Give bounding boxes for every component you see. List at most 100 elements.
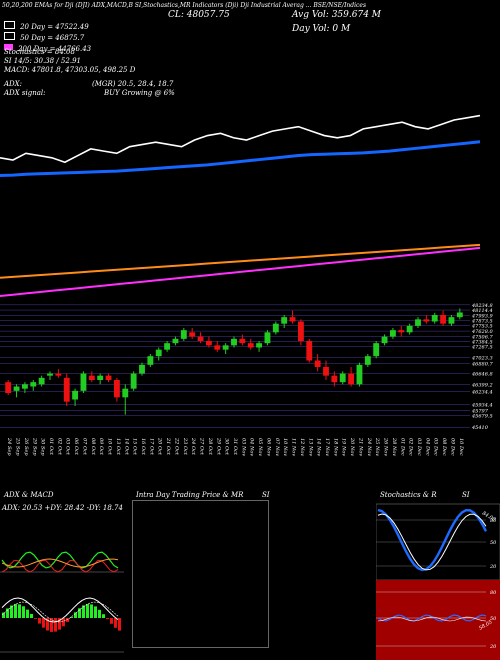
date-axis-label: 05 Nov: [257, 438, 263, 456]
candle-body: [30, 382, 37, 387]
date-axis-label: 10 Dec: [458, 438, 464, 456]
macd-hist-bar: [42, 618, 45, 628]
date-axis-label: 26 Nov: [383, 437, 389, 456]
candle-body: [97, 375, 104, 380]
macd-hist-bar: [2, 612, 5, 618]
date-axis-label: 21 Nov: [357, 437, 363, 456]
ema-line-long: [0, 246, 481, 297]
macd-hist-bar: [18, 604, 21, 618]
macd-hist-bar: [118, 618, 121, 631]
date-axis-label: 17 Oct: [148, 438, 154, 456]
date-axis-label: 24 Sep: [6, 437, 12, 456]
candle-body: [314, 360, 321, 367]
adx-label: ADX:: [4, 80, 23, 88]
avg-vol-label: Avg Vol: 359.674 M: [292, 10, 381, 20]
date-axis-label: 08 Dec: [441, 438, 447, 456]
macd-label: MACD: 47801.8, 47303.05, 498.25 D: [4, 66, 136, 74]
candle-chart: 48234.848114.447993.947873.547753.547628…: [0, 303, 493, 456]
price-axis-label: 45679.5: [471, 414, 493, 420]
si-label: SI 14/5: 30.38 / 52.91: [4, 57, 81, 65]
date-axis-label: 20 Oct: [157, 437, 163, 456]
macd-hist-bar: [102, 614, 105, 618]
date-axis-label: 05 Dec: [433, 438, 439, 456]
candle-body: [406, 325, 413, 333]
macd-hist-bar: [30, 613, 33, 618]
macd-hist-bar: [46, 618, 49, 631]
macd-hist-bar: [66, 618, 69, 622]
candle-body: [205, 341, 212, 346]
candle-body: [130, 373, 137, 389]
macd-hist-bar: [106, 618, 109, 620]
ema-chart: [0, 114, 481, 297]
date-axis-label: 15 Oct: [132, 438, 138, 456]
candle-body: [297, 321, 304, 341]
date-axis-label: 02 Oct: [56, 438, 62, 456]
intraday-mr-panel: [132, 500, 269, 648]
candle-body: [440, 315, 447, 324]
candle-body: [63, 377, 70, 402]
legend-ema50: 50 Day = 46875.7: [4, 25, 84, 44]
macd-hist-bar: [78, 608, 81, 618]
macd-hist-bar: [58, 618, 61, 630]
date-axis-label: 28 Oct: [207, 437, 213, 456]
candle-body: [348, 373, 355, 385]
legend-ema200: 200 Day = 44766.43: [4, 36, 91, 55]
price-axis-label: 45410: [471, 425, 489, 431]
candle-body: [80, 373, 87, 391]
date-axis-label: 03 Nov: [240, 438, 246, 456]
price-axis-label: 47873.5: [471, 318, 493, 324]
date-axis-label: 22 Oct: [173, 437, 179, 456]
candle-body: [139, 364, 145, 374]
candle-body: [415, 319, 421, 326]
buy-signal-label: BUY Growing @ 6%: [104, 89, 175, 97]
date-axis-label: 06 Nov: [265, 438, 271, 456]
candle-body: [214, 345, 221, 350]
date-axis-label: 23 Oct: [182, 437, 188, 456]
date-axis-label: 11 Nov: [291, 438, 297, 456]
candle-body: [373, 343, 380, 357]
stoch-title: Stochastics & R: [380, 491, 437, 499]
candle-body: [281, 317, 288, 324]
mr-title: Intra Day Trading Price & MR: [136, 491, 244, 499]
macd-hist-bar: [6, 608, 9, 618]
candle-body: [364, 356, 371, 365]
macd-hist-bar: [74, 612, 77, 618]
macd-line: [1, 597, 119, 623]
candle-body: [189, 332, 196, 337]
date-axis-label: 02 Dec: [408, 438, 414, 456]
date-axis-label: 18 Nov: [332, 438, 338, 456]
candle-body: [155, 349, 162, 357]
price-axis-label: 47993.9: [471, 313, 493, 319]
candle-body: [172, 338, 179, 344]
date-axis-label: 30 Oct: [224, 438, 230, 456]
mr-si-title: SI: [262, 491, 270, 499]
adx-minus-di-line: [1, 559, 119, 573]
candle-body: [72, 390, 79, 400]
date-axis-label: 12 Nov: [299, 438, 305, 456]
macd-hist-bar: [90, 604, 93, 618]
candle-body: [55, 373, 62, 376]
date-axis-label: 19 Nov: [341, 438, 347, 456]
date-axis-label: 28 Nov: [391, 437, 397, 456]
price-axis-label: 47753.5: [471, 324, 493, 330]
macd-hist-bar: [22, 606, 25, 618]
macd-hist-bar: [14, 604, 17, 618]
macd-hist-bar: [114, 618, 117, 628]
legend-ema20-text: 20 Day = 47522.49: [20, 23, 89, 31]
candle-body: [222, 345, 229, 350]
macd-hist-bar: [34, 618, 37, 619]
date-axis-label: 24 Oct: [190, 437, 196, 456]
header-title: 50,20,200 EMAs for Dji (DJI) ADX,MACD,B …: [2, 2, 367, 9]
si-axis-label: 50: [490, 616, 497, 622]
macd-hist-bar: [10, 605, 13, 618]
stoch-axis-label: 80: [490, 518, 497, 524]
price-axis-label: 46646.8: [471, 372, 493, 378]
date-axis-label: 01 Oct: [48, 438, 54, 456]
candle-body: [5, 382, 12, 393]
stoch-k-line: [377, 508, 488, 572]
date-axis-label: 31 Oct: [232, 438, 238, 456]
adx-macd-title: ADX & MACD: [4, 491, 54, 499]
candle-body: [256, 343, 263, 348]
stochastics-label: Stochastics = 84.08: [4, 48, 75, 56]
candle-body: [197, 336, 204, 341]
